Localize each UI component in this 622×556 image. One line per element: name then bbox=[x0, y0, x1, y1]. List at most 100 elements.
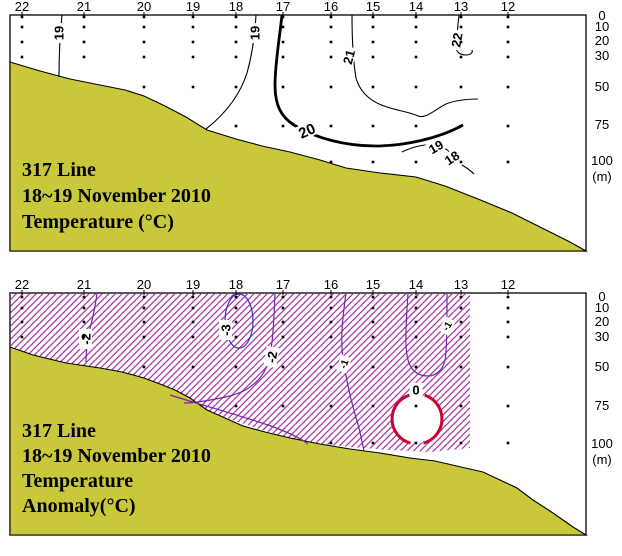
sample-dot bbox=[281, 295, 285, 299]
sample-dot bbox=[234, 25, 238, 29]
zero-contour-left-arc bbox=[390, 393, 411, 445]
station-label: 14 bbox=[409, 0, 423, 14]
sample-dot bbox=[142, 40, 146, 44]
label-mask bbox=[263, 345, 280, 368]
contour-value: -1 bbox=[338, 358, 352, 371]
depth-label: 100 bbox=[591, 153, 613, 168]
sample-dot bbox=[142, 295, 146, 299]
zero-contour-right-arc bbox=[423, 393, 444, 445]
sample-dot bbox=[459, 55, 463, 59]
label-mask bbox=[79, 329, 92, 349]
sample-dot bbox=[371, 25, 375, 29]
contour-value: 0 bbox=[412, 383, 419, 398]
depth-label: 30 bbox=[595, 48, 609, 63]
sample-dot bbox=[281, 306, 285, 310]
station-label: 12 bbox=[501, 0, 515, 14]
depth-label: 10 bbox=[595, 19, 609, 34]
sample-dot bbox=[506, 295, 510, 299]
station-label: 22 bbox=[15, 0, 29, 14]
caption-line: Temperature bbox=[22, 470, 133, 492]
station-label: 20 bbox=[137, 277, 151, 292]
caption-line: 18~19 November 2010 bbox=[22, 445, 211, 467]
sample-dot bbox=[142, 25, 146, 29]
sample-dot bbox=[82, 306, 86, 310]
sample-dot bbox=[329, 441, 333, 445]
sample-dot bbox=[371, 306, 375, 310]
sample-dot bbox=[371, 55, 375, 59]
sample-dot bbox=[191, 40, 195, 44]
panel1-contour-labels: 19 19 20 21 22 19 bbox=[52, 23, 466, 169]
sample-dot bbox=[20, 55, 24, 59]
station-label: 21 bbox=[77, 0, 91, 14]
seafloor-bathymetry bbox=[9, 346, 588, 536]
sample-dot bbox=[329, 404, 333, 408]
station-label: 18 bbox=[229, 277, 243, 292]
sample-dot bbox=[82, 55, 86, 59]
contour-value: 20 bbox=[296, 120, 318, 142]
sample-dot bbox=[234, 15, 238, 19]
sample-dot bbox=[506, 40, 510, 44]
sample-dot bbox=[371, 404, 375, 408]
depth-label: 75 bbox=[595, 398, 609, 413]
zero-contour-red bbox=[390, 393, 444, 445]
depth-label: 20 bbox=[595, 33, 609, 48]
sample-dot bbox=[414, 335, 418, 339]
sample-dot bbox=[142, 320, 146, 324]
sample-dot bbox=[459, 335, 463, 339]
depth-label: 50 bbox=[595, 359, 609, 374]
label-mask bbox=[292, 118, 321, 143]
sample-dot bbox=[506, 365, 510, 369]
sample-dot bbox=[459, 25, 463, 29]
contour-label-19: 19 bbox=[248, 23, 263, 43]
caption-line: 18~19 November 2010 bbox=[22, 185, 211, 207]
sample-dot bbox=[191, 295, 195, 299]
sample-dot bbox=[329, 365, 333, 369]
contour-label-19-deep: 19 bbox=[423, 135, 448, 158]
panel2-caption: 317 Line 18~19 November 2010 Temperature… bbox=[22, 420, 211, 517]
sample-dot bbox=[329, 55, 333, 59]
sample-dot bbox=[191, 55, 195, 59]
station-label: 19 bbox=[186, 0, 200, 14]
contour-label-neg1: -1 bbox=[336, 354, 352, 374]
sample-dot bbox=[459, 15, 463, 19]
sample-dot bbox=[371, 160, 375, 164]
sample-dot bbox=[506, 15, 510, 19]
sample-dot bbox=[506, 441, 510, 445]
sample-dot bbox=[506, 320, 510, 324]
sample-dot bbox=[20, 25, 24, 29]
sample-dot bbox=[459, 306, 463, 310]
sample-dot bbox=[371, 15, 375, 19]
sample-dot bbox=[459, 404, 463, 408]
contour-label-20: 20 bbox=[292, 118, 321, 143]
sample-dot bbox=[329, 306, 333, 310]
panel1-sample-dots bbox=[20, 15, 510, 164]
sample-dot bbox=[414, 441, 418, 445]
sample-dot bbox=[414, 55, 418, 59]
sample-dot bbox=[191, 15, 195, 19]
depth-unit-label: (m) bbox=[592, 169, 612, 184]
sample-dot bbox=[142, 85, 146, 89]
contour-22 bbox=[455, 14, 473, 56]
sample-dot bbox=[459, 320, 463, 324]
station-label: 20 bbox=[137, 0, 151, 14]
depth-label: 10 bbox=[595, 300, 609, 315]
contour-label-neg3: -3 bbox=[219, 320, 234, 340]
sample-dot bbox=[459, 441, 463, 445]
station-label: 22 bbox=[15, 277, 29, 292]
sample-dot bbox=[329, 85, 333, 89]
contour-value: 19 bbox=[52, 26, 67, 40]
contour-21 bbox=[351, 14, 479, 118]
label-mask bbox=[248, 23, 261, 43]
contour-label-neg2: -2 bbox=[79, 329, 94, 349]
zero-contour-interior bbox=[393, 395, 441, 443]
sample-dot bbox=[281, 124, 285, 128]
contour-label-18-deep: 18 bbox=[439, 146, 464, 169]
depth-label: 0 bbox=[598, 289, 605, 304]
sample-dot bbox=[459, 124, 463, 128]
contour-label-19: 19 bbox=[52, 23, 67, 43]
station-label: 13 bbox=[454, 0, 468, 14]
panel2-sample-dots bbox=[20, 295, 510, 445]
depth-label: 75 bbox=[595, 117, 609, 132]
